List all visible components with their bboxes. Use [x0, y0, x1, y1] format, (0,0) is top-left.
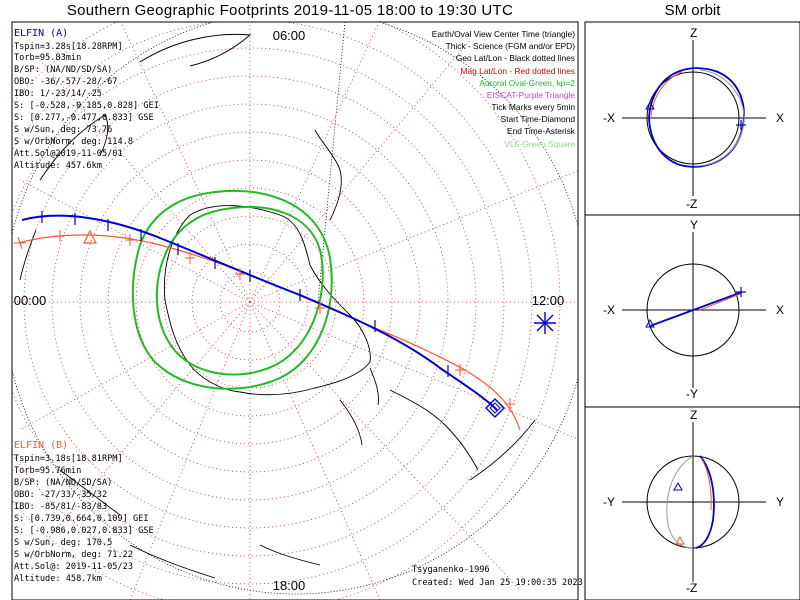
axis-label-left: -Y: [603, 495, 615, 509]
time-label-top: 06:00: [273, 28, 306, 43]
view-center-triangle-b: [675, 535, 685, 545]
elfin-b-line: Att.Sol@: 2019-11-05/23: [14, 562, 133, 572]
axis-label-right: X: [776, 111, 784, 125]
view-center-triangle: [645, 100, 655, 110]
axis-label-bottom: -Z: [686, 197, 697, 211]
orbit-shadow: [694, 69, 745, 167]
aurora-oval-outer: [131, 189, 333, 390]
earth-circle: [646, 71, 740, 165]
elfin-b-line: OBO: -27/33/-35/32: [14, 490, 107, 500]
legend-item: EISCAT-Purple Triangle: [487, 90, 576, 100]
end-time-asterisk: [534, 312, 556, 334]
elfin-a-line: S: [0.277,-0.477,0.833] GSE: [14, 113, 154, 123]
axis-label-top: Y: [690, 218, 698, 232]
view-center-triangle: [83, 229, 97, 244]
elfin-b-orbit: [700, 457, 712, 511]
elfin-b-line: Altitude: 458.7km: [14, 574, 102, 584]
elfin-b-line: Torb=95.76min: [14, 466, 81, 476]
view-center-triangle: [645, 318, 655, 328]
view-center-triangle: [673, 481, 683, 491]
elfin-b-line: Tspin=3.18s[18.81RPM]: [14, 454, 123, 464]
elfin-b-tick-marks: [14, 230, 515, 410]
elfin-a-name: ELFIN (A): [14, 28, 68, 39]
elfin-a-start-diamond: [485, 398, 505, 418]
sm-orbit-title: SM orbit: [664, 2, 721, 19]
elfin-a-tick-marks: [41, 211, 449, 377]
mag-lon-lines: [12, 22, 578, 600]
legend-item: VLF-Green Square: [504, 139, 575, 149]
coastlines: [19, 34, 536, 579]
axis-label-right: X: [776, 303, 784, 317]
model-credit: Tsyganenko-1996: [412, 565, 490, 575]
time-label-left: 00:00: [14, 293, 47, 308]
legend-item: Auroral Oval-Green, kp=2: [479, 78, 575, 88]
elfin-a-line: Att.Sol@2019-11-05/01: [14, 149, 123, 159]
elfin-a-line: Tspin=3.28s[18.28RPM]: [14, 42, 123, 52]
elfin-a-line: Torb=95.83min: [14, 53, 81, 63]
end-asterisk: [736, 287, 746, 297]
elfin-a-line: S w/OrbNorm, deg: 114.8: [14, 137, 133, 147]
axis-label-top: Z: [690, 26, 697, 40]
elfin-b-line: B/SP: (NA/ND/SD/SA): [14, 478, 112, 488]
axis-label-bottom: -Z: [686, 581, 697, 595]
elfin-b-line: IBO: -85/81/-83/83: [14, 502, 107, 512]
elfin-b-line: S w/Sun, deg: 170.5: [14, 538, 112, 548]
map-panel-frame: [11, 21, 579, 600]
time-label-bottom: 18:00: [273, 578, 306, 593]
sm-panel-frame-3: [584, 406, 800, 600]
legend-item: Earth/Oval View Center Time (triangle): [432, 29, 575, 39]
axis-label-top: Z: [690, 408, 697, 422]
elfin-b-footprint-track: [17, 234, 521, 431]
legend-item: Tick Marks every 5min: [492, 102, 576, 112]
elfin-b-orbit: [699, 293, 741, 311]
elfin-b-line: S: [-0.986,0.027,0.833] GSE: [14, 526, 154, 536]
axis-label-bottom: -Y: [686, 387, 698, 401]
aurora-oval-inner: [155, 206, 324, 376]
elfin-a-info: ELFIN (A) Tspin=3.28s[18.28RPM] Torb=95.…: [14, 28, 159, 171]
created-credit: Created: Wed Jan 25 19:00:35 2023: [412, 578, 583, 588]
elfin-b-name: ELFIN (B): [14, 440, 68, 451]
sm-orbit-panel-xz: Z -Z -X X: [603, 26, 784, 211]
elfin-b-line: S w/OrbNorm, deg: 71.22: [14, 550, 133, 560]
legend-item: Start Time-Diamond: [501, 114, 576, 124]
elfin-b-line: S: [0.739,0.664,0.109] GEI: [14, 514, 149, 524]
elfin-a-line: B/SP: (NA/ND/SD/SA): [14, 65, 112, 75]
elfin-a-footprint-track: [21, 214, 498, 411]
sm-orbit-panel-yz: Z -Z -Y Y: [603, 408, 784, 595]
elfin-a-line: IBO: 1/-23/14/-25: [14, 89, 102, 99]
mag-lat-circles: [12, 22, 561, 600]
page-title: Southern Geographic Footprints 2019-11-0…: [66, 2, 514, 19]
elfin-a-line: S: [-0.528,-0.185,0.828] GEI: [14, 101, 159, 111]
polar-map: [12, 22, 578, 600]
elfin-a-orbit: [649, 291, 743, 327]
axis-label-left: -X: [603, 111, 615, 125]
legend-item: Geo Lat/Lon - Black dotted lines: [456, 53, 575, 63]
legend-item: End Time-Asterisk: [507, 126, 576, 136]
legend: Earth/Oval View Center Time (triangle) T…: [432, 29, 576, 149]
elfin-a-line: Altitude: 457.6km: [14, 161, 102, 171]
end-asterisk: [736, 120, 746, 130]
elfin-b-orbit: [650, 71, 683, 119]
elfin-a-line: OBO: -36/-57/-28/-67: [14, 77, 117, 87]
elfin-a-orbit: [695, 455, 715, 549]
geo-meridian-line: [317, 22, 346, 303]
legend-item: Thick - Science (FGM and/or EPD): [446, 41, 576, 51]
axis-label-left: -X: [603, 303, 615, 317]
axis-label-right: Y: [776, 495, 784, 509]
elfin-b-info: ELFIN (B) Tspin=3.18s[18.81RPM] Torb=95.…: [14, 440, 154, 584]
time-label-right: 12:00: [532, 293, 565, 308]
orbit-shadow: [666, 455, 694, 549]
elfin-a-line: S w/Sun, deg: 73.76: [14, 125, 112, 135]
earth-circle: [646, 263, 740, 357]
sm-orbit-panel-xy: Y -Y -X X: [603, 218, 784, 401]
legend-item: Mag Lat/Lon - Red dotted lines: [460, 66, 575, 76]
